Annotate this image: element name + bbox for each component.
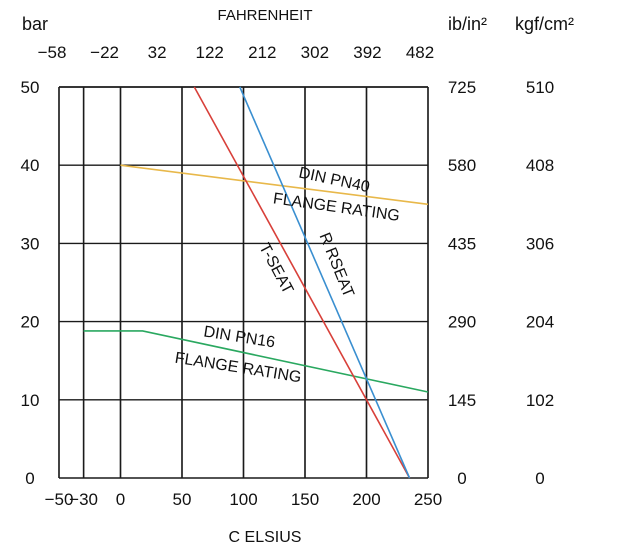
series-line-0	[120, 164, 429, 206]
x-tick-label: −50	[45, 490, 74, 509]
right2-tick-label: 102	[526, 391, 554, 410]
curve-annotation: FLANGE RATING	[272, 190, 401, 225]
x-axis-label: C ELSIUS	[229, 529, 302, 546]
curve-annotation: FLANGE RATING	[174, 350, 303, 387]
y-tick-label: 40	[21, 156, 40, 175]
right1-tick-label: 580	[448, 156, 476, 175]
series-lines	[83, 86, 429, 479]
top-tick-label: 302	[301, 43, 329, 62]
x-tick-label: 100	[229, 490, 257, 509]
series-line-3	[239, 86, 411, 479]
curve-annotation: DIN PN40	[297, 165, 371, 197]
top-tick-label: 482	[406, 43, 434, 62]
right2-tick-label: 0	[535, 469, 544, 488]
top-tick-label: 32	[148, 43, 167, 62]
y-tick-label: 20	[21, 313, 40, 332]
x-tick-label: 50	[173, 490, 192, 509]
right1-tick-label: 435	[448, 234, 476, 253]
top-axis-title: FAHRENHEIT	[217, 7, 312, 24]
curve-annotation: DIN PN16	[202, 323, 276, 351]
right1-tick-label: 0	[457, 469, 466, 488]
right2-tick-label: 510	[526, 78, 554, 97]
curve-annotation: T-SEAT	[255, 240, 296, 297]
right1-tick-label: 725	[448, 78, 476, 97]
y-tick-label: 0	[25, 469, 34, 488]
right1-tick-label: 145	[448, 391, 476, 410]
top-tick-label: 392	[353, 43, 381, 62]
y-tick-label: 30	[21, 234, 40, 253]
x-tick-label: 250	[414, 490, 442, 509]
top-tick-label: −22	[90, 43, 119, 62]
right2-tick-label: 306	[526, 234, 554, 253]
y-tick-label: 10	[21, 391, 40, 410]
x-tick-label: 200	[352, 490, 380, 509]
grid	[58, 86, 429, 479]
top-tick-label: 122	[196, 43, 224, 62]
curve-annotation: R RSEAT	[316, 230, 357, 300]
series-line-1	[83, 330, 429, 393]
top-tick-label: 212	[248, 43, 276, 62]
top-tick-label: −58	[38, 43, 67, 62]
right2-tick-label: 204	[526, 313, 554, 332]
left-axis-label: bar	[22, 14, 48, 34]
tick-labels: −50−30 0 50 100 150 200 250−58 −22 32 122 212 302 39…	[21, 43, 555, 509]
series-line-2	[193, 86, 411, 479]
right2-tick-label: 408	[526, 156, 554, 175]
y-tick-label: 50	[21, 78, 40, 97]
x-tick-label: −30	[69, 490, 98, 509]
x-tick-label: 150	[291, 490, 319, 509]
right-axis-label-2: kgf/cm²	[515, 14, 574, 34]
right1-tick-label: 290	[448, 313, 476, 332]
right-axis-label-1: ib/in²	[448, 14, 487, 34]
x-tick-label: 0	[116, 490, 125, 509]
